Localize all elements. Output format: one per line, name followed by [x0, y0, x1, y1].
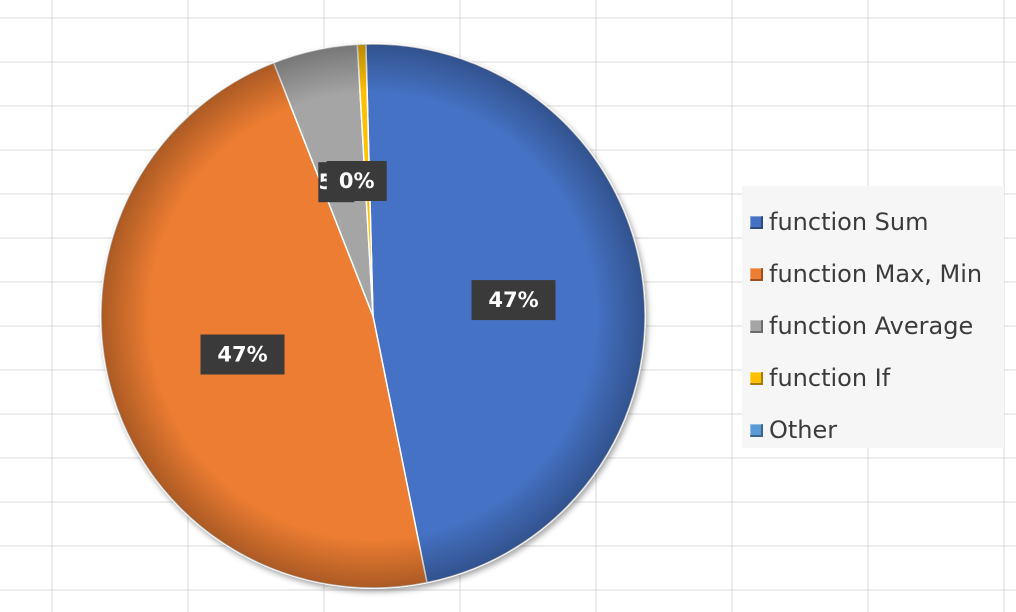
data-label-text: 47% — [488, 288, 538, 312]
legend-swatch-icon — [750, 215, 763, 229]
data-labels: 47%47%5%0% — [200, 161, 556, 375]
legend-label: function Sum — [769, 208, 929, 236]
legend: function Sum function Max, Min function … — [742, 186, 1004, 448]
data-label-text: 47% — [217, 343, 267, 367]
legend-item-function-sum[interactable]: function Sum — [742, 196, 1004, 248]
legend-swatch-icon — [750, 319, 763, 333]
legend-swatch-icon — [750, 423, 763, 437]
legend-label: function Max, Min — [769, 260, 983, 288]
legend-label: Other — [769, 416, 838, 444]
legend-item-function-if[interactable]: function If — [742, 352, 1004, 404]
legend-swatch-icon — [750, 267, 763, 281]
legend-swatch-icon — [750, 371, 763, 385]
legend-item-function-max-min[interactable]: function Max, Min — [742, 248, 1004, 300]
data-label-function-max-min: 47% — [200, 334, 285, 375]
legend-label: function If — [769, 364, 891, 392]
data-label-text: 0% — [339, 169, 375, 193]
data-label-box — [200, 334, 285, 375]
legend-item-other[interactable]: Other — [742, 404, 1004, 456]
legend-label: function Average — [769, 312, 974, 340]
legend-item-function-average[interactable]: function Average — [742, 300, 1004, 352]
data-label-function-sum: 47% — [471, 280, 556, 321]
data-label-function-if: 0% — [326, 161, 387, 201]
pie-slices — [100, 43, 646, 589]
data-label-box — [471, 280, 556, 321]
data-label-box — [326, 161, 387, 201]
